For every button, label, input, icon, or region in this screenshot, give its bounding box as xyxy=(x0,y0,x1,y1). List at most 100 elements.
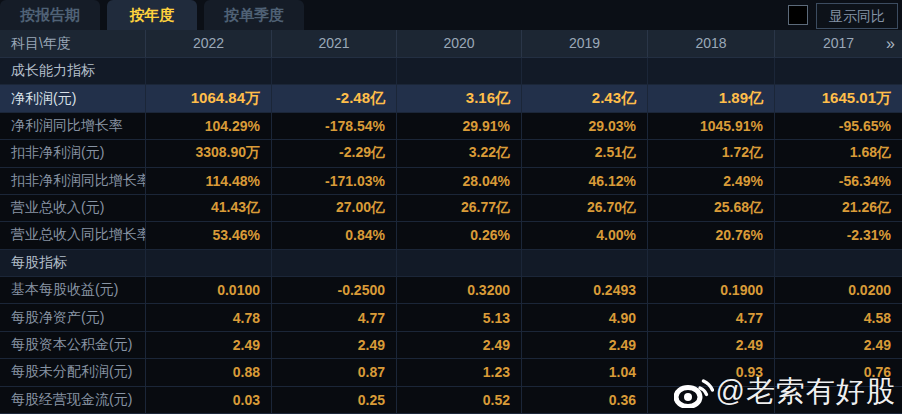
cell-value: 0.0200 xyxy=(775,277,902,303)
cell-value: -2.29亿 xyxy=(272,140,397,166)
cell-value: 0.0100 xyxy=(146,277,272,303)
cell-value xyxy=(272,58,397,84)
table-row[interactable]: 净利润同比增长率104.29%-178.54%29.91%29.03%1045.… xyxy=(0,113,902,140)
cell-value: 26.77亿 xyxy=(397,195,522,221)
tab-by-single-quarter[interactable]: 按单季度 xyxy=(204,0,304,30)
cell-value: 0.76 xyxy=(775,359,902,385)
cell-value: 1.04 xyxy=(522,359,648,385)
table-row[interactable]: 营业总收入同比增长率53.46%0.84%0.26%4.00%20.76%-2.… xyxy=(0,222,902,249)
cell-value: 2.49 xyxy=(648,332,775,358)
cell-value xyxy=(146,58,272,84)
cell-value: 1045.91% xyxy=(648,113,775,139)
cell-value: 2.49 xyxy=(272,332,397,358)
corner-header: 科目\年度 xyxy=(0,30,146,57)
table-header-row: 科目\年度 2022 2021 2020 2019 2018 2017 » xyxy=(0,30,902,58)
table-row[interactable]: 净利润(元)1064.84万-2.48亿3.16亿2.43亿1.89亿1645.… xyxy=(0,85,902,112)
cell-value: -2.48亿 xyxy=(272,85,397,111)
cell-value: 2.49% xyxy=(648,168,775,194)
row-label: 每股指标 xyxy=(0,250,146,276)
cell-value: 1.89亿 xyxy=(648,85,775,111)
tabbar-spacer xyxy=(311,0,788,30)
cell-value: 46.12% xyxy=(522,168,648,194)
cell-value: 3.16亿 xyxy=(397,85,522,111)
table-row[interactable]: 每股净资产(元)4.784.775.134.904.774.58 xyxy=(0,304,902,331)
row-label: 每股净资产(元) xyxy=(0,304,146,330)
row-label: 扣非净利润同比增长率 xyxy=(0,168,146,194)
cell-value: 2.49 xyxy=(775,332,902,358)
cell-value xyxy=(648,58,775,84)
cell-value: 0.2493 xyxy=(522,277,648,303)
cell-value: 4.77 xyxy=(272,304,397,330)
cell-value: 2.49 xyxy=(522,332,648,358)
cell-value: 0.93 xyxy=(648,359,775,385)
cell-value xyxy=(648,387,775,413)
cell-value: 1.68亿 xyxy=(775,140,902,166)
cell-value: 41.43亿 xyxy=(146,195,272,221)
row-label: 基本每股收益(元) xyxy=(0,277,146,303)
cell-value: 1.23 xyxy=(397,359,522,385)
cell-value: 29.03% xyxy=(522,113,648,139)
year-column-header: 2021 xyxy=(272,30,397,57)
table-row[interactable]: 每股未分配利润(元)0.880.871.231.040.930.76 xyxy=(0,359,902,386)
cell-value: 21.26亿 xyxy=(775,195,902,221)
cell-value xyxy=(397,250,522,276)
year-column-header: 2017 » xyxy=(775,30,902,57)
table-row[interactable]: 每股经营现金流(元)0.030.250.520.36 xyxy=(0,387,902,414)
cell-value: 4.58 xyxy=(775,304,902,330)
cell-value: 0.26% xyxy=(397,222,522,248)
cell-value: 26.70亿 xyxy=(522,195,648,221)
row-label: 净利润同比增长率 xyxy=(0,113,146,139)
cell-value: 2.51亿 xyxy=(522,140,648,166)
cell-value: 4.77 xyxy=(648,304,775,330)
table-row[interactable]: 扣非净利润(元)3308.90万-2.29亿3.22亿2.51亿1.72亿1.6… xyxy=(0,140,902,167)
show-yoy-checkbox[interactable] xyxy=(788,5,808,25)
period-tabbar: 按报告期 按年度 按单季度 显示同比 xyxy=(0,0,902,30)
cell-value: 114.48% xyxy=(146,168,272,194)
year-column-label: 2017 xyxy=(823,35,854,51)
section-header-row: 成长能力指标 xyxy=(0,58,902,85)
cell-value: 3.22亿 xyxy=(397,140,522,166)
cell-value: 0.3200 xyxy=(397,277,522,303)
cell-value: -95.65% xyxy=(775,113,902,139)
year-column-header: 2020 xyxy=(397,30,522,57)
cell-value: 0.87 xyxy=(272,359,397,385)
cell-value: 0.25 xyxy=(272,387,397,413)
cell-value: 27.00亿 xyxy=(272,195,397,221)
cell-value: 29.91% xyxy=(397,113,522,139)
cell-value xyxy=(648,250,775,276)
cell-value: 5.13 xyxy=(397,304,522,330)
cell-value: 104.29% xyxy=(146,113,272,139)
row-label: 扣非净利润(元) xyxy=(0,140,146,166)
cell-value xyxy=(146,250,272,276)
table-row[interactable]: 基本每股收益(元)0.0100-0.25000.32000.24930.1900… xyxy=(0,277,902,304)
cell-value xyxy=(775,387,902,413)
cell-value: 1.72亿 xyxy=(648,140,775,166)
cell-value xyxy=(775,58,902,84)
table-row[interactable]: 扣非净利润同比增长率114.48%-171.03%28.04%46.12%2.4… xyxy=(0,168,902,195)
tab-by-year[interactable]: 按年度 xyxy=(107,0,197,30)
section-header-row: 每股指标 xyxy=(0,250,902,277)
row-label: 每股资本公积金(元) xyxy=(0,332,146,358)
cell-value xyxy=(522,58,648,84)
cell-value: -0.2500 xyxy=(272,277,397,303)
financial-indicators-panel: 按报告期 按年度 按单季度 显示同比 科目\年度 2022 2021 2020 … xyxy=(0,0,902,414)
tab-by-report-period[interactable]: 按报告期 xyxy=(0,0,100,30)
table-body: 成长能力指标净利润(元)1064.84万-2.48亿3.16亿2.43亿1.89… xyxy=(0,58,902,414)
cell-value xyxy=(775,250,902,276)
cell-value: -171.03% xyxy=(272,168,397,194)
cell-value: 0.84% xyxy=(272,222,397,248)
cell-value xyxy=(397,58,522,84)
cell-value: 2.43亿 xyxy=(522,85,648,111)
cell-value: 25.68亿 xyxy=(648,195,775,221)
cell-value: 0.1900 xyxy=(648,277,775,303)
table-row[interactable]: 营业总收入(元)41.43亿27.00亿26.77亿26.70亿25.68亿21… xyxy=(0,195,902,222)
cell-value: 2.49 xyxy=(146,332,272,358)
cell-value: -2.31% xyxy=(775,222,902,248)
show-yoy-label[interactable]: 显示同比 xyxy=(816,3,898,29)
table-row[interactable]: 每股资本公积金(元)2.492.492.492.492.492.49 xyxy=(0,332,902,359)
cell-value: 0.88 xyxy=(146,359,272,385)
year-column-header: 2022 xyxy=(146,30,272,57)
more-years-chevron-icon[interactable]: » xyxy=(886,30,895,57)
row-label: 每股未分配利润(元) xyxy=(0,359,146,385)
cell-value: 0.03 xyxy=(146,387,272,413)
